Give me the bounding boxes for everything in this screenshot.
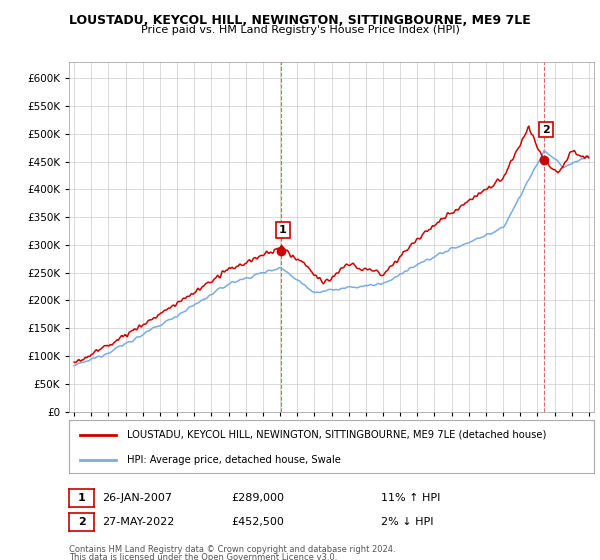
Text: This data is licensed under the Open Government Licence v3.0.: This data is licensed under the Open Gov… [69, 553, 337, 560]
Text: Price paid vs. HM Land Registry's House Price Index (HPI): Price paid vs. HM Land Registry's House … [140, 25, 460, 35]
Text: 26-JAN-2007: 26-JAN-2007 [102, 493, 172, 503]
Text: 1: 1 [279, 225, 287, 235]
Text: Contains HM Land Registry data © Crown copyright and database right 2024.: Contains HM Land Registry data © Crown c… [69, 545, 395, 554]
Text: 1: 1 [78, 493, 85, 503]
Text: £289,000: £289,000 [231, 493, 284, 503]
Text: £452,500: £452,500 [231, 517, 284, 527]
Text: 2: 2 [542, 125, 550, 134]
Text: 2: 2 [78, 517, 85, 527]
Text: 27-MAY-2022: 27-MAY-2022 [102, 517, 175, 527]
Text: HPI: Average price, detached house, Swale: HPI: Average price, detached house, Swal… [127, 455, 341, 465]
Text: 11% ↑ HPI: 11% ↑ HPI [381, 493, 440, 503]
Text: LOUSTADU, KEYCOL HILL, NEWINGTON, SITTINGBOURNE, ME9 7LE: LOUSTADU, KEYCOL HILL, NEWINGTON, SITTIN… [69, 14, 531, 27]
Text: 2% ↓ HPI: 2% ↓ HPI [381, 517, 433, 527]
Text: LOUSTADU, KEYCOL HILL, NEWINGTON, SITTINGBOURNE, ME9 7LE (detached house): LOUSTADU, KEYCOL HILL, NEWINGTON, SITTIN… [127, 430, 546, 440]
